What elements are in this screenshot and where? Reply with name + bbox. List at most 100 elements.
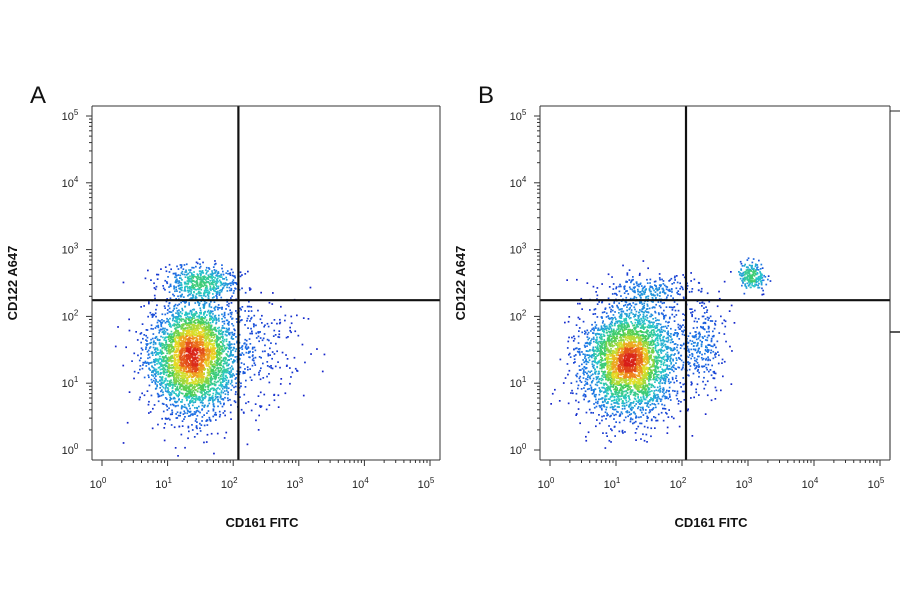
event-point <box>194 328 197 330</box>
event-point <box>221 308 223 310</box>
event-point <box>205 322 208 325</box>
event-point <box>172 403 174 406</box>
event-point <box>190 388 192 391</box>
event-point <box>174 447 177 449</box>
event-point <box>148 347 151 349</box>
event-point <box>191 360 194 362</box>
event-point <box>228 372 230 375</box>
event-point <box>230 389 233 391</box>
event-point <box>185 316 187 319</box>
event-point <box>147 315 149 318</box>
event-point <box>159 352 162 354</box>
event-point <box>168 263 171 266</box>
event-point <box>199 294 202 297</box>
event-point <box>224 362 227 365</box>
event-point <box>578 369 581 371</box>
event-point <box>231 317 234 320</box>
event-point <box>566 363 569 365</box>
event-point <box>199 326 202 328</box>
event-point <box>271 303 274 305</box>
event-point <box>212 401 214 403</box>
event-point <box>196 332 198 335</box>
event-point <box>206 337 209 340</box>
event-point <box>152 379 155 382</box>
event-point <box>204 383 206 386</box>
event-point <box>751 261 754 264</box>
event-point <box>637 425 640 428</box>
event-point <box>254 364 257 366</box>
event-point <box>188 302 190 304</box>
event-point <box>671 313 674 316</box>
event-point <box>174 303 177 306</box>
event-point <box>214 272 216 275</box>
event-point <box>161 417 163 420</box>
event-point <box>214 305 217 308</box>
event-point <box>239 354 242 356</box>
event-point <box>202 358 205 361</box>
event-point <box>226 387 228 390</box>
event-point <box>234 385 237 388</box>
event-point <box>230 297 232 299</box>
event-point <box>204 348 206 351</box>
event-point <box>186 370 189 373</box>
event-point <box>209 327 212 330</box>
event-point <box>195 327 198 330</box>
event-point <box>663 302 665 304</box>
event-point <box>621 430 624 433</box>
event-point <box>211 378 213 381</box>
event-point <box>180 372 183 374</box>
event-point <box>199 391 202 393</box>
event-point <box>704 322 707 325</box>
event-point <box>188 313 190 315</box>
event-point <box>271 351 274 353</box>
event-point <box>705 306 707 308</box>
event-point <box>211 339 213 341</box>
event-point <box>180 380 183 382</box>
event-point <box>152 328 154 330</box>
event-point <box>189 357 191 360</box>
event-point <box>704 383 707 386</box>
event-point <box>221 381 224 383</box>
event-point <box>608 439 611 442</box>
event-point <box>241 306 244 308</box>
event-point <box>191 275 193 278</box>
event-point <box>220 373 223 376</box>
event-point <box>184 321 187 324</box>
event-point <box>192 345 194 348</box>
event-point <box>196 348 198 350</box>
event-point <box>199 276 202 279</box>
event-point <box>682 361 685 364</box>
event-point <box>643 439 646 442</box>
event-point <box>222 286 225 289</box>
event-point <box>184 287 186 289</box>
event-point <box>243 372 246 374</box>
event-point <box>199 265 202 268</box>
event-point <box>143 376 146 379</box>
event-point <box>165 378 167 381</box>
event-point <box>211 397 213 399</box>
event-point <box>199 307 202 310</box>
event-point <box>187 343 189 346</box>
event-point <box>171 355 173 358</box>
event-point <box>246 443 249 446</box>
event-point <box>199 270 202 273</box>
event-point <box>171 314 173 317</box>
event-point <box>635 428 638 430</box>
event-point <box>635 417 637 419</box>
event-point <box>166 380 169 382</box>
event-point <box>192 401 195 404</box>
event-point <box>214 360 216 363</box>
event-point <box>154 337 157 339</box>
event-point <box>176 280 179 282</box>
event-point <box>184 349 187 352</box>
panel-label-a: A <box>30 82 46 109</box>
event-point <box>161 321 164 324</box>
event-point <box>207 292 209 294</box>
event-point <box>214 393 217 396</box>
event-point <box>183 264 186 266</box>
event-point <box>220 391 223 394</box>
event-point <box>154 343 157 345</box>
event-point <box>216 356 218 359</box>
event-point <box>767 275 770 277</box>
event-point <box>194 334 197 337</box>
